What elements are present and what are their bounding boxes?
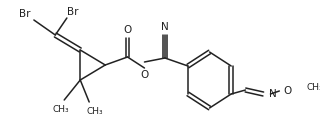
Text: CH₃: CH₃ (52, 105, 69, 115)
Text: O: O (140, 70, 148, 80)
Text: O: O (124, 25, 132, 35)
Text: CH₃: CH₃ (86, 108, 103, 116)
Text: N: N (161, 22, 169, 32)
Text: N: N (268, 89, 276, 99)
Text: Br: Br (68, 7, 79, 17)
Text: Br: Br (19, 9, 31, 19)
Text: CH₃: CH₃ (306, 83, 320, 91)
Text: O: O (284, 86, 292, 96)
